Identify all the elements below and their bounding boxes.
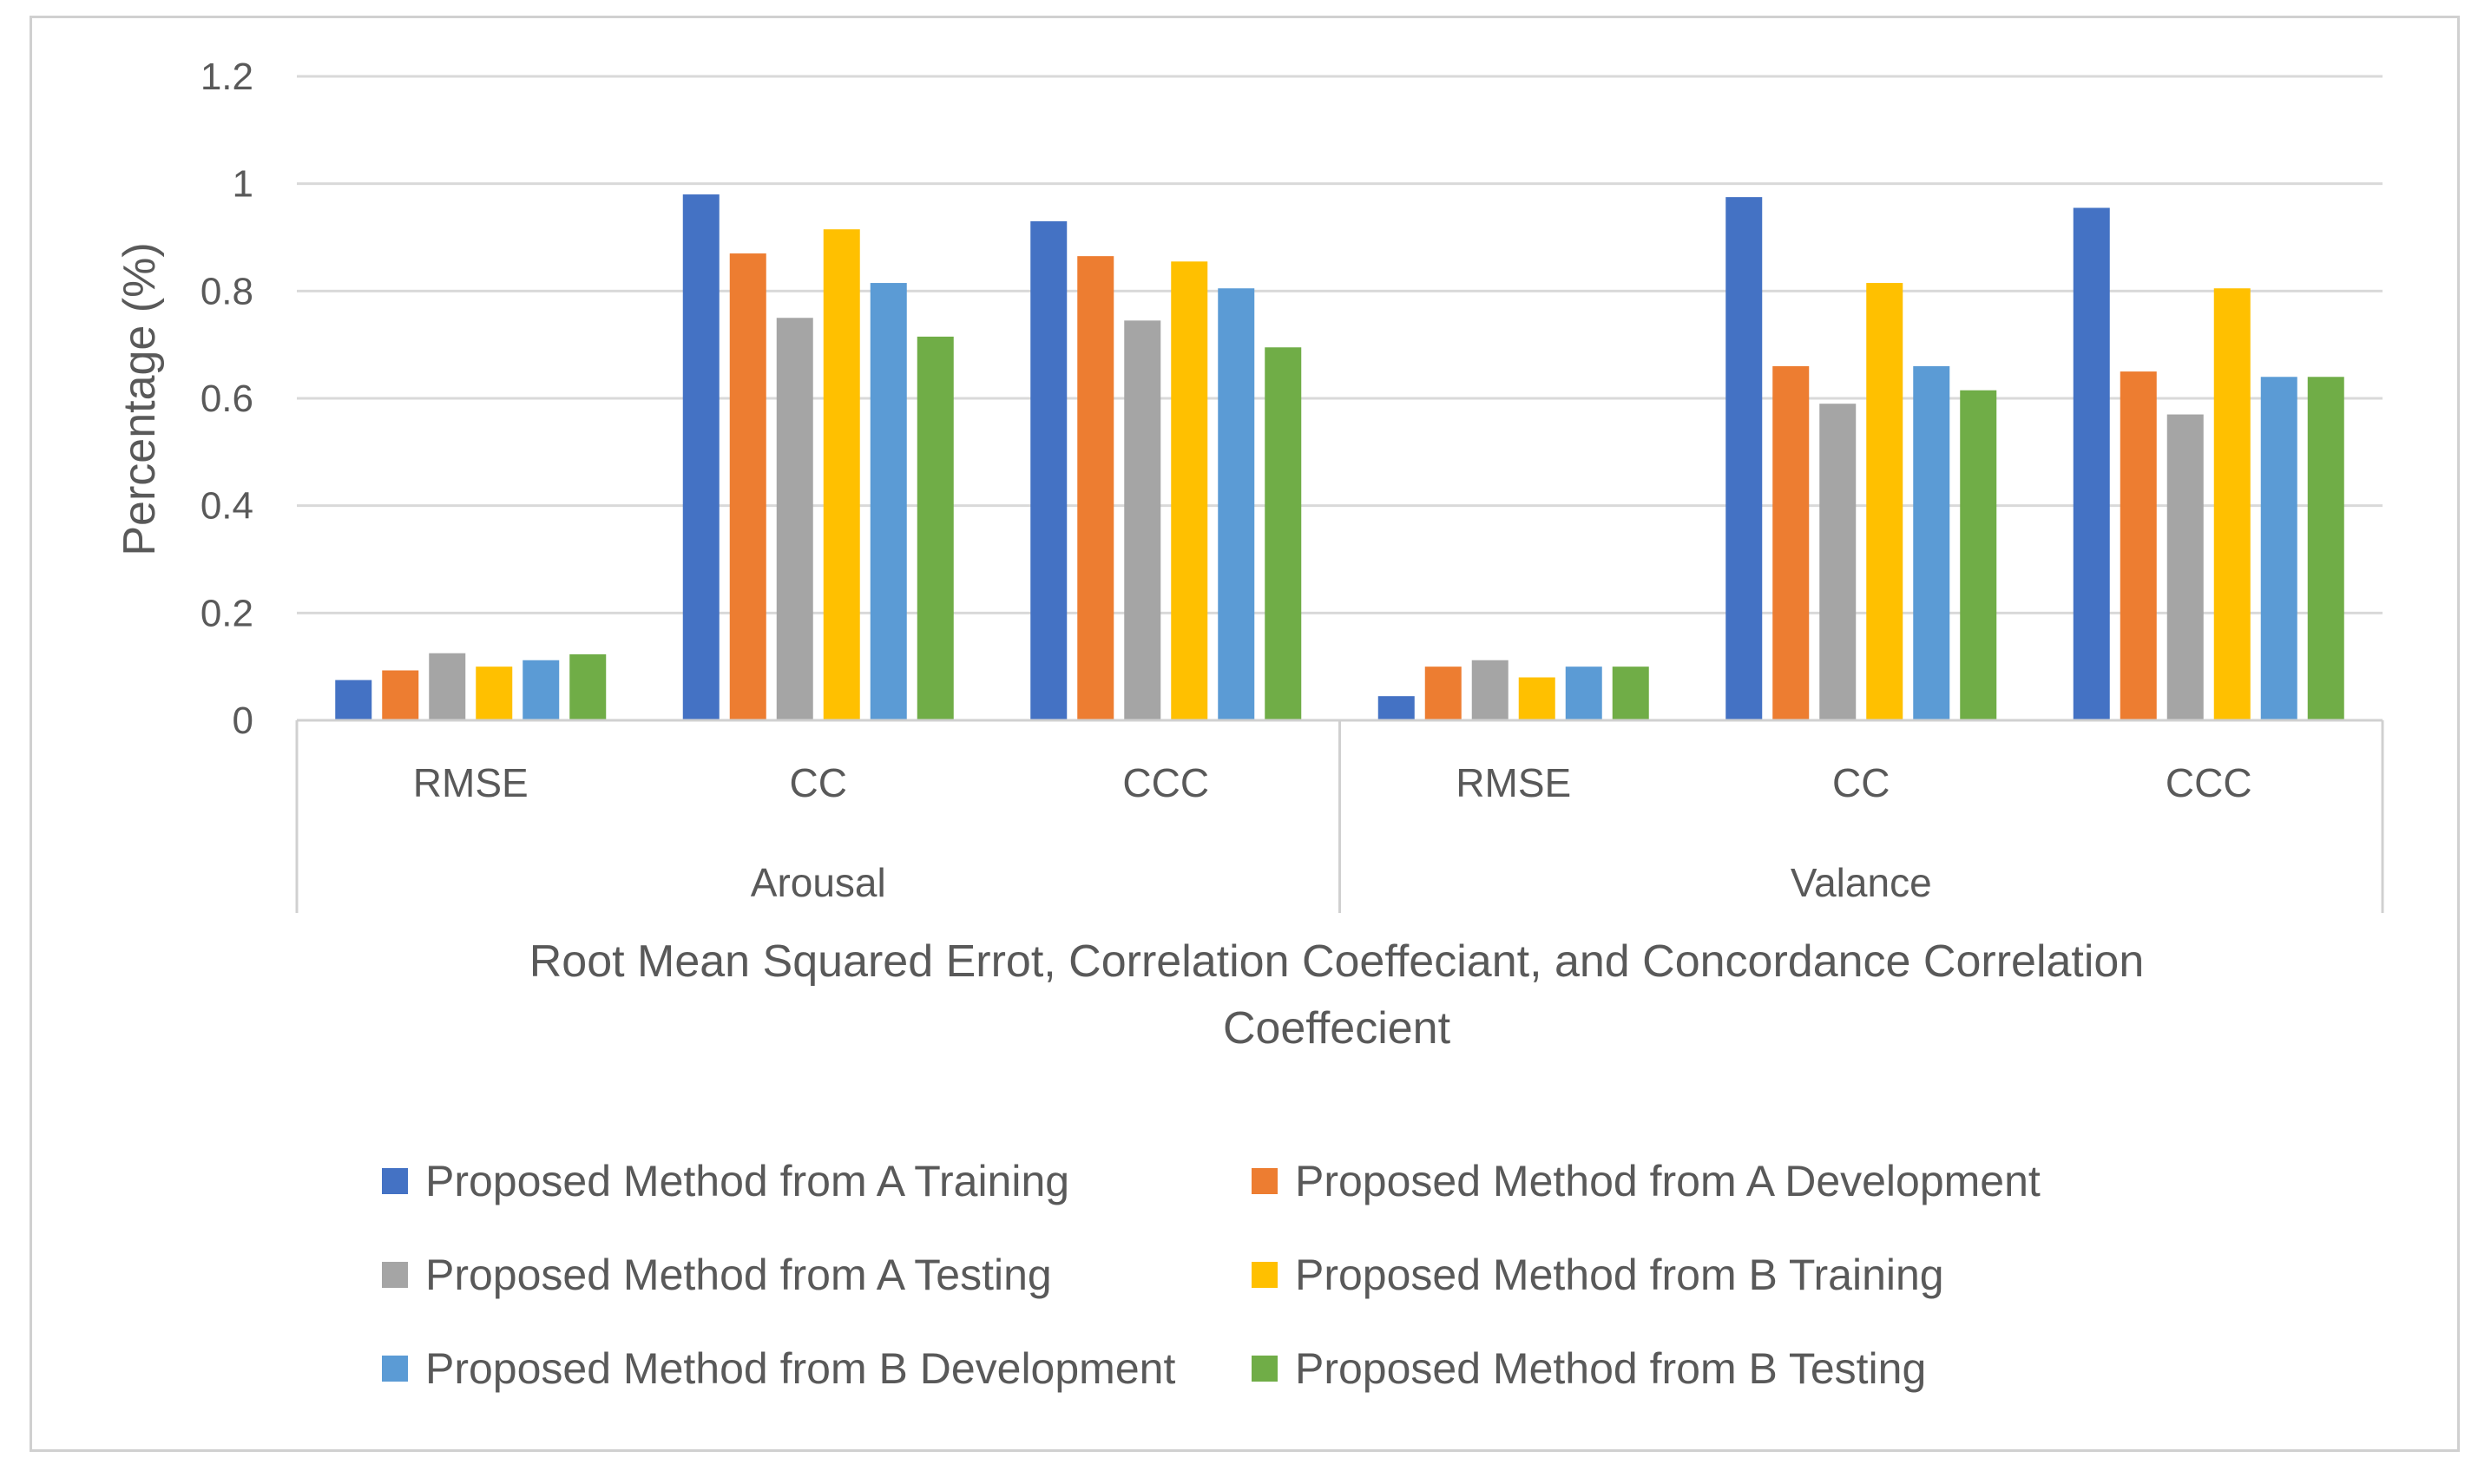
bar: [2307, 377, 2344, 720]
legend-label: Proposed Method from B Training: [1295, 1251, 1944, 1299]
legend-swatch: [1252, 1168, 1278, 1194]
bar: [1913, 365, 1950, 720]
group-label: Valance: [1791, 860, 1932, 905]
bar: [1377, 696, 1415, 720]
bar: [2120, 371, 2157, 720]
legend-label: Proposed Method from B Development: [425, 1344, 1175, 1393]
y-tick-label: 0.8: [200, 270, 253, 312]
bar: [1265, 347, 1302, 720]
bar: [1424, 666, 1462, 720]
y-tick-label: 0: [233, 699, 253, 742]
y-tick-label: 0.4: [200, 485, 253, 528]
bar: [2073, 207, 2110, 720]
category-label: CCC: [1122, 760, 1209, 805]
bar: [2166, 414, 2204, 720]
x-axis-title-line-2: Coeffecient: [1223, 1003, 1451, 1054]
category-label: CC: [1832, 760, 1890, 805]
bar: [776, 318, 813, 720]
bar: [2213, 288, 2251, 720]
bar: [870, 283, 907, 720]
chart-frame: [30, 16, 2460, 1452]
bar: [1725, 197, 1763, 720]
category-label: RMSE: [1456, 760, 1571, 805]
bar: [823, 229, 860, 721]
x-axis-title-line-1: Root Mean Squared Errot, Correlation Coe…: [529, 936, 2145, 987]
bar: [569, 653, 607, 720]
y-tick-label: 0.6: [200, 378, 253, 420]
bar: [917, 336, 954, 720]
bar: [1819, 404, 1857, 720]
legend-swatch: [382, 1356, 408, 1382]
gridlines: [297, 75, 2383, 614]
bar: [2260, 377, 2297, 720]
legend-swatch: [382, 1168, 408, 1194]
category-label: CC: [790, 760, 847, 805]
bar: [1471, 660, 1508, 720]
y-tick-label: 0.2: [200, 592, 253, 634]
legend-label: Proposed Method from B Testing: [1295, 1344, 1926, 1393]
legend-label: Proposed Method from A Training: [425, 1157, 1069, 1205]
legend-swatch: [382, 1262, 408, 1288]
y-tick-label: 1.2: [200, 56, 253, 98]
legend-swatch: [1252, 1356, 1278, 1382]
bar: [382, 670, 419, 720]
bar: [1077, 256, 1114, 720]
legend-swatch: [1252, 1262, 1278, 1288]
category-label: CCC: [2166, 760, 2252, 805]
legend-label: Proposed Method from A Testing: [425, 1251, 1052, 1299]
y-tick-label: 1: [233, 163, 253, 206]
bar: [1218, 288, 1255, 720]
bar: [523, 660, 560, 720]
bar: [1612, 666, 1649, 720]
bar: [682, 194, 720, 721]
bar: [729, 253, 766, 720]
bar: [335, 680, 372, 720]
bar: [1866, 283, 1903, 720]
bar: [1124, 320, 1161, 720]
bar: [1565, 666, 1602, 720]
bars: [335, 194, 2344, 721]
y-axis-title: Percentage (%): [115, 242, 165, 555]
bar: [476, 666, 513, 720]
bar: [1960, 390, 1997, 720]
legend-label: Proposed Method from A Development: [1295, 1157, 2041, 1205]
bar: [1772, 365, 1810, 720]
bar: [429, 653, 466, 720]
bar: [1171, 261, 1208, 720]
legend: Proposed Method from A Training Proposed …: [382, 1157, 2041, 1393]
group-label: Arousal: [751, 860, 886, 905]
bar: [1030, 220, 1068, 720]
category-label: RMSE: [413, 760, 529, 805]
bar: [1518, 677, 1555, 720]
